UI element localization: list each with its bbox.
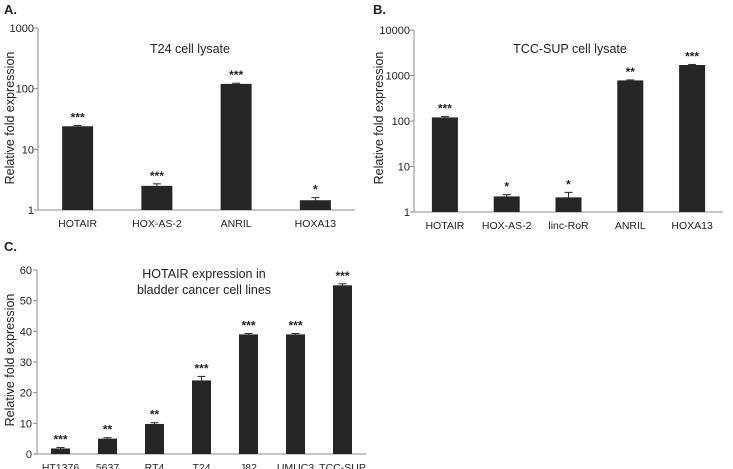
y-tick-label: 100 [16,84,34,96]
y-tick-label: 10000 [379,25,410,37]
y-tick-label: 10 [22,144,34,156]
significance-label: *** [438,102,452,116]
significance-label: ** [103,423,113,437]
bar-linc-ror [555,197,582,212]
y-tick-label: 30 [20,357,32,369]
bar-j82 [239,334,258,454]
category-label: ANRIL [615,220,646,232]
bar-5637 [98,438,117,454]
panel-c-letter: C. [4,239,17,254]
significance-label: *** [53,433,67,447]
y-tick-label: 0 [26,449,32,461]
y-tick-label: 100 [392,116,410,128]
bar-tcc-sup [333,285,352,454]
significance-label: *** [71,110,85,124]
category-label: HOTAIR [425,220,464,232]
category-label: HOX-AS-2 [132,218,182,230]
category-label: HOX-AS-2 [482,220,532,232]
category-label: TCC-SUP [319,462,366,469]
y-tick-label: 60 [20,265,32,277]
category-label: HOXA13 [295,218,337,230]
panel-c-y-axis-label: Relative fold expression [3,294,17,427]
category-label: UMUC3 [277,462,314,469]
bar-anril [617,80,644,212]
panel-b-title: TCC-SUP cell lysate [513,42,627,56]
significance-label: ** [626,65,636,79]
panel-a: A. T24 cell lysate Relative fold express… [3,2,355,230]
significance-label: *** [194,361,208,375]
y-tick-label: 1000 [10,23,34,35]
significance-label: *** [229,68,243,82]
y-tick-label: 1000 [386,71,410,83]
category-label: ANRIL [221,218,252,230]
bar-anril [220,83,252,210]
significance-label: *** [241,318,255,332]
y-tick-label: 1 [404,207,410,219]
panel-b: B. TCC-SUP cell lysate Relative fold exp… [372,2,723,232]
bar-hoxa13 [299,200,331,210]
category-label: linc-RoR [548,220,589,232]
panel-b-letter: B. [373,2,386,17]
significance-label: *** [150,169,164,183]
bar-umuc3 [286,334,305,454]
significance-label: *** [335,269,349,283]
y-tick-label: 40 [20,326,32,338]
category-label: HOXA13 [671,220,713,232]
panel-c: C. HOTAIR expression in bladder cancer c… [3,239,366,469]
significance-label: * [504,180,509,194]
significance-label: * [566,177,571,191]
category-label: 5637 [96,462,120,469]
y-tick-label: 10 [20,418,32,430]
category-label: RT4 [145,462,165,469]
y-tick-label: 1 [28,205,34,217]
bar-hotair [62,126,94,210]
panel-a-y-axis-label: Relative fold expression [3,52,17,185]
y-tick-label: 20 [20,388,32,400]
significance-label: ** [150,408,160,422]
bar-hoxa13 [679,65,706,212]
category-label: J82 [240,462,257,469]
bar-t24 [192,380,211,454]
bar-rt4 [145,423,164,454]
panel-a-letter: A. [4,2,17,17]
y-tick-label: 50 [20,296,32,308]
category-label: HOTAIR [58,218,97,230]
significance-label: *** [288,318,302,332]
panel-b-y-axis-label: Relative fold expression [372,52,386,185]
significance-label: * [313,183,318,197]
significance-label: *** [685,49,699,63]
y-tick-label: 10 [398,162,410,174]
panel-c-title-line-2: bladder cancer cell lines [137,283,271,297]
category-label: T24 [192,462,210,469]
category-label: HT1376 [42,462,80,469]
bar-hotair [431,117,458,212]
bar-hox-as-2 [493,196,520,212]
panel-a-title: T24 cell lysate [150,42,230,56]
bar-ht1376 [51,448,70,454]
panel-c-title-line-1: HOTAIR expression in [142,267,265,281]
bar-hox-as-2 [141,185,173,210]
